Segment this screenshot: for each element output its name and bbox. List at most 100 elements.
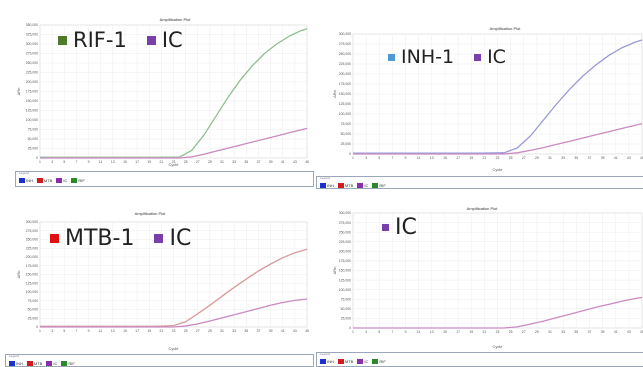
chart-title: Amplification Plot (160, 17, 192, 22)
amplification-plot-mtb: Amplification Plot 0 25,000 50,000 75,000 100… (0, 205, 314, 367)
x-tick-label: 17 (456, 156, 460, 160)
legend-item-swatch (372, 183, 379, 188)
chart-svg: Amplification Plot 0 25,000 50,000 75,000 100… (16, 211, 309, 351)
legend-item: IC (46, 361, 57, 366)
legend-item: MTB (337, 359, 354, 364)
x-tick-label: 9 (405, 156, 407, 160)
y-tick-label: 225,000 (26, 71, 38, 75)
x-tick-label: 39 (269, 329, 273, 333)
legend-item-label: RIF (68, 361, 75, 366)
x-tick-label: 25 (509, 156, 513, 160)
x-tick-label: 37 (588, 330, 592, 334)
x-tick-label: 11 (417, 156, 421, 160)
x-tick-label: 1 (39, 160, 41, 164)
legend-item-swatch (56, 178, 63, 183)
legend-item: RIF (372, 359, 386, 364)
chart-svg: Amplification Plot 0 25,000 50,000 75,000 100… (332, 206, 643, 349)
legend-item-label: IC (364, 183, 369, 188)
y-tick-label: 275,000 (26, 52, 38, 56)
y-axis-label: ΔRn (332, 267, 337, 275)
x-tick-label: 27 (196, 160, 200, 164)
x-tick-label: 37 (257, 329, 261, 333)
x-tick-label: 41 (281, 329, 285, 333)
legend-item-label: MTB (33, 361, 43, 366)
x-tick-label: 9 (88, 329, 90, 333)
x-tick-label: 27 (522, 330, 526, 334)
big-legend: IC (382, 215, 431, 240)
x-tick-label: 39 (601, 330, 605, 334)
x-tick-label: 41 (614, 330, 618, 334)
legend-item-label: MTB (344, 359, 354, 364)
y-tick-label: 150,000 (26, 99, 38, 103)
x-tick-label: 39 (601, 156, 605, 160)
x-axis-label: Cycle (492, 344, 503, 349)
y-tick-label: 175,000 (26, 90, 38, 94)
legend-swatch (154, 234, 164, 243)
y-tick-label: 300,000 (26, 220, 38, 224)
y-tick-label: 225,000 (339, 240, 351, 244)
y-tick-label: 350,000 (26, 23, 38, 27)
y-tick-label: 125,000 (339, 102, 351, 106)
legend-item-label: IC (53, 361, 58, 366)
legend-item: IC (357, 359, 368, 364)
x-tick-label: 5 (63, 160, 65, 164)
amplification-plot-ic: Amplification Plot 0 25,000 50,000 75,000 100… (316, 203, 643, 367)
x-tick-label: 13 (111, 160, 115, 164)
x-tick-label: 29 (535, 156, 539, 160)
y-tick-label: 100,000 (26, 118, 38, 122)
legend-item-label: INH (26, 178, 33, 183)
legend-item-label: MTB (43, 178, 53, 183)
x-tick-label: 27 (196, 329, 200, 333)
x-tick-label: 21 (159, 329, 163, 333)
x-tick-label: 17 (135, 160, 139, 164)
x-tick-label: 13 (430, 330, 434, 334)
legend-item-label: IC (364, 359, 369, 364)
y-tick-label: 200,000 (26, 255, 38, 259)
legend-item-label: INH (327, 359, 334, 364)
x-tick-label: 23 (172, 329, 176, 333)
legend-item-label: RIF (78, 178, 85, 183)
legend-item-label: IC (63, 178, 68, 183)
x-tick-label: 41 (614, 156, 618, 160)
legend-item-swatch (61, 361, 68, 366)
y-tick-label: 150,000 (339, 269, 351, 273)
y-tick-label: 200,000 (339, 250, 351, 254)
x-tick-label: 31 (548, 330, 552, 334)
x-tick-label: 3 (365, 156, 367, 160)
y-tick-label: 50,000 (341, 132, 351, 136)
y-tick-label: 275,000 (339, 42, 351, 46)
y-tick-label: 175,000 (26, 264, 38, 268)
legend-item: INH (320, 359, 334, 364)
legend-item: INH (9, 361, 23, 366)
y-axis-label: ΔRn (332, 90, 337, 98)
legend-item: IC (357, 183, 368, 188)
x-tick-label: 21 (159, 160, 163, 164)
y-tick-label: 125,000 (339, 278, 351, 282)
x-tick-label: 9 (88, 160, 90, 164)
y-tick-label: 0 (36, 156, 38, 160)
legend-title: Legend (320, 352, 331, 356)
x-tick-label: 13 (111, 329, 115, 333)
x-tick-label: 41 (281, 160, 285, 164)
legend-label: INH-1 (401, 46, 455, 68)
legend-item-label: RIF (379, 183, 386, 188)
x-tick-label: 25 (184, 329, 188, 333)
x-tick-label: 43 (627, 330, 631, 334)
y-tick-label: 300,000 (339, 32, 351, 36)
x-tick-label: 1 (352, 156, 354, 160)
y-tick-label: 75,000 (28, 128, 38, 132)
x-tick-label: 5 (378, 330, 380, 334)
x-tick-label: 21 (482, 330, 486, 334)
legend-swatch (474, 53, 482, 61)
x-tick-label: 33 (561, 156, 565, 160)
legend-swatch (50, 234, 59, 243)
y-tick-label: 50,000 (28, 137, 38, 141)
legend-items: INH MTB IC RIF (9, 361, 75, 366)
x-tick-label: 31 (548, 156, 552, 160)
series-line-rif (40, 28, 308, 158)
y-tick-label: 25,000 (28, 147, 38, 151)
legend-label: RIF-1 (73, 28, 127, 52)
legend-item: IC (56, 178, 67, 183)
y-tick-label: 250,000 (26, 61, 38, 65)
y-tick-label: 25,000 (28, 316, 38, 320)
